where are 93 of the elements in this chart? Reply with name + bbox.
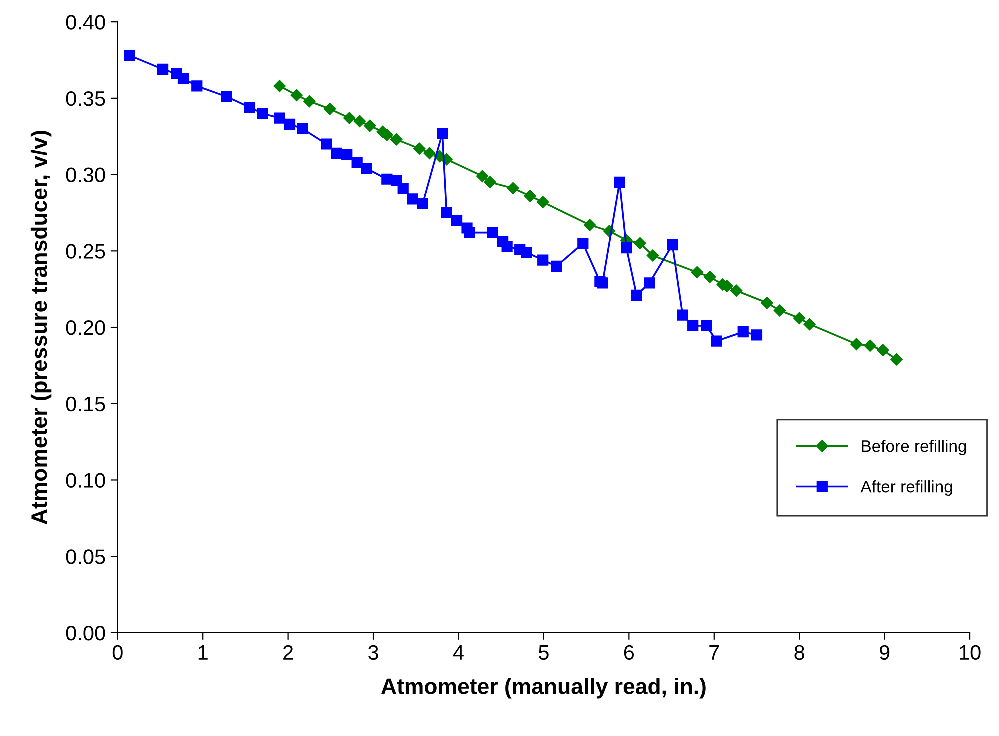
point	[157, 64, 169, 75]
point	[634, 237, 646, 250]
point	[614, 176, 626, 188]
point	[436, 128, 448, 140]
point	[352, 157, 363, 168]
point	[284, 118, 296, 130]
point	[364, 120, 376, 132]
legend-label: After refilling	[860, 480, 952, 496]
point	[502, 241, 513, 252]
point	[476, 170, 489, 182]
x-tick-label: 10	[960, 645, 981, 660]
point	[621, 242, 632, 254]
point	[398, 182, 409, 194]
point	[551, 260, 562, 272]
point	[738, 326, 749, 338]
point	[688, 320, 699, 332]
point	[677, 310, 688, 321]
point	[324, 103, 336, 116]
y-tick-label: 0.30	[66, 168, 106, 183]
point	[646, 250, 660, 262]
y-axis-title: Atmometer (pressure transducer, v/v)	[30, 131, 52, 525]
point	[487, 227, 498, 238]
x-axis-title: Atmometer (manually read, in.)	[382, 678, 706, 699]
point	[192, 80, 203, 92]
x-tick-label: 3	[368, 645, 378, 660]
point	[464, 227, 476, 238]
point	[424, 147, 436, 160]
x-tick-label: 0	[112, 645, 123, 660]
point	[451, 215, 463, 226]
point	[390, 134, 403, 146]
point	[274, 80, 286, 92]
point	[761, 296, 774, 310]
x-tick-label: 8	[794, 645, 804, 660]
point	[578, 238, 589, 250]
point	[537, 196, 550, 208]
point	[850, 338, 863, 350]
point	[221, 91, 233, 102]
point	[701, 320, 712, 332]
point	[667, 239, 678, 251]
point	[124, 50, 136, 62]
point	[644, 278, 656, 289]
x-tick-label: 1	[198, 646, 208, 660]
point	[631, 290, 642, 302]
point	[342, 149, 353, 160]
point	[704, 271, 716, 284]
point	[257, 108, 268, 120]
point	[297, 123, 308, 135]
point	[178, 73, 190, 84]
x-tick-label: 6	[624, 645, 634, 660]
point	[804, 318, 816, 331]
y-tick-label: 0.25	[66, 244, 106, 259]
point	[274, 112, 286, 124]
point	[584, 219, 596, 232]
point	[407, 194, 418, 205]
point	[538, 254, 549, 266]
point	[244, 102, 256, 114]
point	[774, 304, 786, 317]
point	[711, 336, 722, 347]
y-tick-label: 0.10	[66, 473, 106, 488]
x-tick-label: 7	[710, 646, 720, 660]
y-tick-label: 0.00	[66, 626, 106, 641]
point	[751, 330, 763, 341]
point	[521, 247, 532, 258]
point	[794, 312, 806, 324]
point	[730, 284, 743, 297]
y-tick-label: 0.05	[66, 550, 106, 564]
point	[484, 176, 496, 189]
x-tick-label: 9	[880, 645, 890, 660]
point	[417, 198, 429, 210]
point	[890, 353, 903, 366]
point	[344, 112, 356, 124]
point	[331, 148, 342, 159]
point	[691, 266, 704, 279]
point	[441, 207, 452, 219]
point	[354, 115, 366, 128]
point	[290, 89, 303, 102]
y-tick-label: 0.40	[66, 15, 106, 30]
y-tick-label: 0.20	[66, 320, 106, 336]
point	[413, 142, 426, 155]
y-tick-label: 0.15	[66, 396, 106, 412]
point	[597, 278, 608, 289]
point	[524, 190, 536, 202]
point	[304, 95, 316, 108]
point	[321, 138, 332, 150]
x-tick-label: 4	[453, 646, 464, 660]
y-tick-label: 0.35	[66, 91, 106, 106]
point	[361, 163, 372, 174]
point	[864, 340, 876, 352]
point	[507, 182, 520, 195]
legend-label: Before refilling	[862, 440, 966, 456]
x-tick-label: 2	[284, 645, 294, 660]
point	[877, 344, 890, 357]
x-tick-label: 5	[538, 646, 549, 660]
